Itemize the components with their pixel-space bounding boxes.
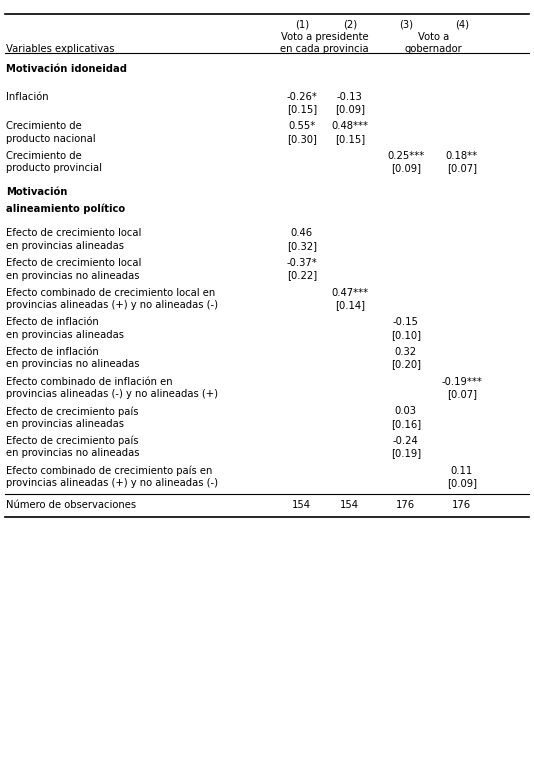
Text: [0.15]: [0.15] bbox=[287, 104, 317, 114]
Text: provincias alineadas (+) y no alineadas (-): provincias alineadas (+) y no alineadas … bbox=[6, 300, 218, 310]
Text: [0.09]: [0.09] bbox=[447, 478, 477, 488]
Text: 176: 176 bbox=[452, 501, 472, 511]
Text: [0.16]: [0.16] bbox=[391, 419, 421, 429]
Text: 0.32: 0.32 bbox=[395, 347, 417, 357]
Text: Motivación idoneidad: Motivación idoneidad bbox=[6, 64, 128, 74]
Text: (3): (3) bbox=[399, 20, 413, 30]
Text: en provincias no alineadas: en provincias no alineadas bbox=[6, 448, 140, 458]
Text: en provincias alineadas: en provincias alineadas bbox=[6, 419, 124, 429]
Text: Número de observaciones: Número de observaciones bbox=[6, 501, 137, 511]
Text: Efecto combinado de inflación en: Efecto combinado de inflación en bbox=[6, 377, 173, 387]
Text: 0.55*: 0.55* bbox=[288, 122, 316, 131]
Text: 154: 154 bbox=[340, 501, 359, 511]
Text: en provincias alineadas: en provincias alineadas bbox=[6, 241, 124, 251]
Text: Efecto de crecimiento país: Efecto de crecimiento país bbox=[6, 407, 139, 416]
Text: provincias alineadas (+) y no alineadas (-): provincias alineadas (+) y no alineadas … bbox=[6, 478, 218, 488]
Text: en cada provincia: en cada provincia bbox=[280, 44, 369, 54]
Text: [0.10]: [0.10] bbox=[391, 330, 421, 340]
Text: Efecto de crecimiento local: Efecto de crecimiento local bbox=[6, 258, 142, 268]
Text: -0.19***: -0.19*** bbox=[442, 377, 482, 387]
Text: Inflación: Inflación bbox=[6, 92, 49, 102]
Text: [0.32]: [0.32] bbox=[287, 241, 317, 251]
Text: 0.48***: 0.48*** bbox=[331, 122, 368, 131]
Text: -0.37*: -0.37* bbox=[286, 258, 317, 268]
Text: (1): (1) bbox=[295, 20, 309, 30]
Text: 0.03: 0.03 bbox=[395, 407, 417, 416]
Text: Crecimiento de: Crecimiento de bbox=[6, 151, 82, 161]
Text: producto provincial: producto provincial bbox=[6, 163, 103, 173]
Text: [0.09]: [0.09] bbox=[335, 104, 365, 114]
Text: en provincias no alineadas: en provincias no alineadas bbox=[6, 271, 140, 280]
Text: Efecto de crecimiento local: Efecto de crecimiento local bbox=[6, 229, 142, 239]
Text: Crecimiento de: Crecimiento de bbox=[6, 122, 82, 131]
Text: [0.07]: [0.07] bbox=[447, 163, 477, 173]
Text: gobernador: gobernador bbox=[405, 44, 462, 54]
Text: 0.47***: 0.47*** bbox=[331, 288, 368, 298]
Text: 176: 176 bbox=[396, 501, 415, 511]
Text: Efecto de inflación: Efecto de inflación bbox=[6, 318, 99, 328]
Text: [0.30]: [0.30] bbox=[287, 134, 317, 144]
Text: -0.15: -0.15 bbox=[393, 318, 419, 328]
Text: 0.11: 0.11 bbox=[451, 466, 473, 476]
Text: [0.15]: [0.15] bbox=[335, 134, 365, 144]
Text: producto nacional: producto nacional bbox=[6, 134, 96, 144]
Text: provincias alineadas (-) y no alineadas (+): provincias alineadas (-) y no alineadas … bbox=[6, 389, 218, 399]
Text: [0.09]: [0.09] bbox=[391, 163, 421, 173]
Text: -0.13: -0.13 bbox=[337, 92, 363, 102]
Text: Voto a presidente: Voto a presidente bbox=[281, 32, 368, 42]
Text: 0.18**: 0.18** bbox=[446, 151, 478, 161]
Text: -0.26*: -0.26* bbox=[286, 92, 317, 102]
Text: en provincias no alineadas: en provincias no alineadas bbox=[6, 359, 140, 369]
Text: Efecto de crecimiento país: Efecto de crecimiento país bbox=[6, 436, 139, 446]
Text: [0.20]: [0.20] bbox=[391, 359, 421, 369]
Text: (4): (4) bbox=[455, 20, 469, 30]
Text: 0.25***: 0.25*** bbox=[387, 151, 425, 161]
Text: Efecto de inflación: Efecto de inflación bbox=[6, 347, 99, 357]
Text: en provincias alineadas: en provincias alineadas bbox=[6, 330, 124, 340]
Text: Efecto combinado de crecimiento local en: Efecto combinado de crecimiento local en bbox=[6, 288, 216, 298]
Text: [0.22]: [0.22] bbox=[287, 271, 317, 280]
Text: Motivación: Motivación bbox=[6, 187, 68, 197]
Text: [0.19]: [0.19] bbox=[391, 448, 421, 458]
Text: Efecto combinado de crecimiento país en: Efecto combinado de crecimiento país en bbox=[6, 466, 213, 476]
Text: alineamiento político: alineamiento político bbox=[6, 204, 125, 214]
Text: Voto a: Voto a bbox=[418, 32, 449, 42]
Text: [0.07]: [0.07] bbox=[447, 389, 477, 399]
Text: 154: 154 bbox=[292, 501, 311, 511]
Text: (2): (2) bbox=[343, 20, 357, 30]
Text: [0.14]: [0.14] bbox=[335, 300, 365, 310]
Text: -0.24: -0.24 bbox=[393, 436, 419, 446]
Text: Variables explicativas: Variables explicativas bbox=[6, 44, 115, 54]
Text: 0.46: 0.46 bbox=[290, 229, 313, 239]
